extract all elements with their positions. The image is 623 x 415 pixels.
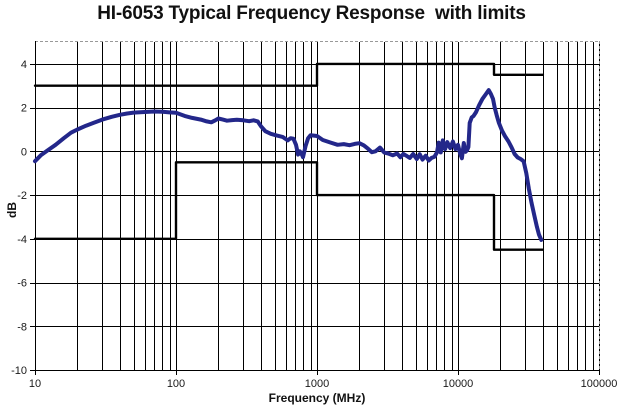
y-tick-label: 0 [21, 146, 27, 158]
x-tick-label: 100000 [581, 378, 618, 390]
x-tick-label: 100 [167, 378, 185, 390]
upper-limit-line [33, 62, 545, 87]
chart-title: HI-6053 Typical Frequency Response with … [97, 3, 526, 24]
typical-response-line [33, 88, 544, 242]
y-tick-label: 2 [21, 103, 27, 115]
x-tick-label: 10000 [443, 378, 474, 390]
y-tick-label: -4 [17, 234, 27, 246]
y-axis-title: dB [5, 202, 19, 218]
x-axis-title: Frequency (MHz) [268, 391, 366, 405]
y-tick-label: -10 [11, 365, 27, 377]
y-tick-label: -2 [17, 190, 27, 202]
lower-limit-line [33, 161, 545, 251]
x-tick-label: 1000 [305, 378, 329, 390]
y-tick-label: -6 [17, 278, 27, 290]
y-tick-label: -8 [17, 321, 27, 333]
x-tick-label: 10 [29, 378, 41, 390]
y-tick-label: 4 [21, 59, 27, 71]
